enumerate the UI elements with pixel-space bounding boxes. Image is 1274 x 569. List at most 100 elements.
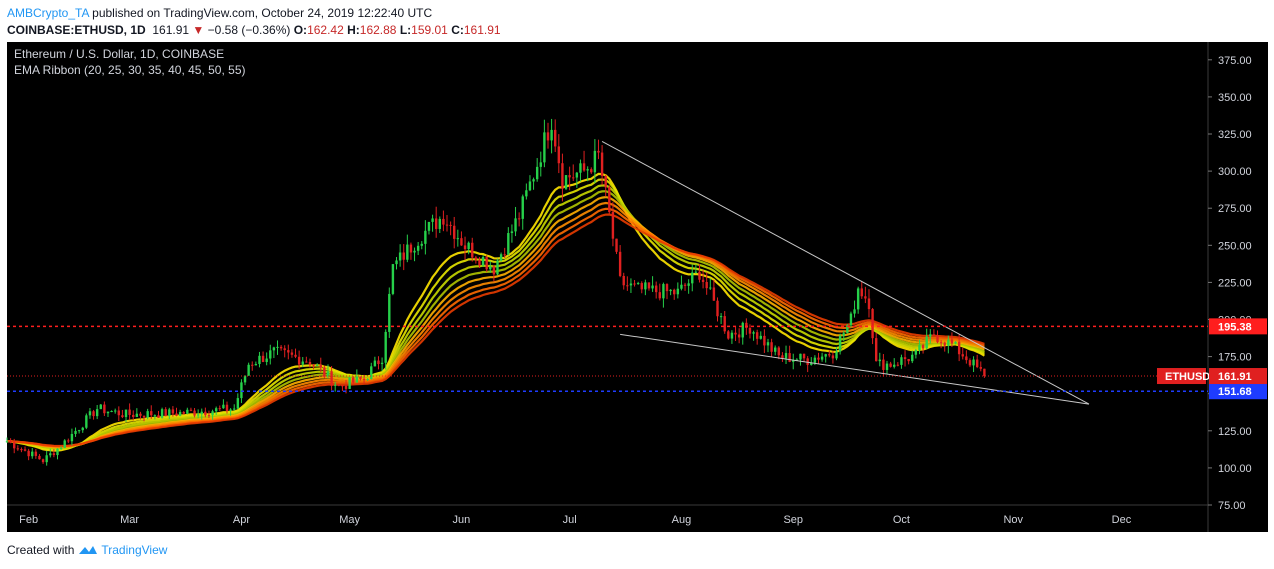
trendline[interactable] [620, 333, 1090, 405]
candle-body [788, 353, 791, 362]
candle-body [160, 409, 164, 418]
candle-body [132, 414, 135, 417]
plot-area[interactable] [7, 42, 1208, 505]
candle-body [67, 440, 70, 442]
price-axis[interactable] [1208, 42, 1268, 532]
candle-body [730, 332, 734, 339]
y-tick-label: 300.00 [1218, 166, 1252, 178]
candle-body [590, 169, 593, 173]
x-tick-label: Oct [893, 514, 910, 526]
candle-body [265, 358, 268, 363]
candle-body [716, 300, 719, 317]
y-tick-label: 325.00 [1218, 129, 1252, 141]
trendline[interactable] [601, 140, 1090, 405]
candle-body [23, 449, 27, 451]
candle-body [236, 398, 240, 409]
candle-body [460, 238, 463, 246]
candle-body [550, 129, 553, 141]
candle-body [95, 409, 99, 417]
y-tick-label: 175.00 [1218, 352, 1252, 364]
candle-body [582, 163, 586, 171]
candle-body [269, 350, 272, 359]
candle-body [719, 316, 723, 318]
candle-body [795, 359, 799, 361]
candle-body [763, 335, 766, 346]
candle-body [261, 355, 265, 363]
candle-body [110, 410, 113, 412]
candle-body [954, 341, 957, 344]
candle-body [633, 283, 636, 285]
candle-body [651, 285, 654, 289]
candle-body [489, 266, 492, 270]
candle-body [434, 218, 438, 229]
candle-body [229, 409, 232, 411]
author-link[interactable]: AMBCrypto_TA [7, 6, 89, 20]
candle-body [774, 347, 777, 352]
y-tick-label: 275.00 [1218, 203, 1252, 215]
candle-body [326, 371, 330, 377]
candle-body [258, 355, 261, 364]
open-value: 162.42 [307, 23, 344, 37]
candle-body [207, 415, 211, 417]
candle-body [831, 355, 835, 359]
candle-body [918, 345, 921, 351]
last-price-tag-label: 161.91 [1218, 371, 1252, 383]
candle-body [384, 331, 387, 363]
candle-body [929, 334, 932, 337]
candle-body [189, 409, 193, 411]
candle-body [972, 359, 975, 366]
candle-body [604, 176, 607, 188]
candle-body [709, 287, 712, 289]
candle-body [341, 385, 344, 387]
candle-body [427, 221, 431, 231]
candle-body [947, 339, 950, 346]
candle-body [344, 385, 348, 389]
candle-body [200, 411, 203, 415]
level-price-label: 195.38 [1218, 321, 1252, 333]
candle-body [467, 242, 470, 250]
candle-body [121, 415, 124, 418]
candle-body [225, 404, 229, 411]
candle-body [777, 347, 781, 356]
candle-body [355, 376, 359, 383]
candle-body [142, 415, 146, 418]
level-price-tag [1209, 318, 1267, 335]
candle-body [442, 218, 445, 225]
candle-body [921, 345, 925, 349]
candle-body [359, 376, 362, 379]
candle-body [712, 287, 716, 301]
candle-body [878, 359, 882, 362]
candle-body [521, 196, 524, 219]
candle-body [640, 283, 643, 290]
candle-body [5, 441, 9, 443]
candle-body [272, 347, 276, 351]
candle-body [517, 218, 521, 220]
candle-body [474, 257, 478, 260]
candle-body [38, 455, 41, 460]
candle-body [701, 279, 705, 283]
candle-body [88, 411, 92, 416]
candle-body [680, 284, 683, 289]
candle-body [106, 411, 110, 414]
candle-body [579, 163, 582, 173]
candle-body [333, 384, 337, 386]
candle-body [20, 449, 23, 451]
candle-body [77, 430, 81, 432]
candle-body [658, 292, 661, 299]
down-arrow-icon: ▼ [192, 23, 205, 37]
candle-body [734, 332, 737, 335]
candle-body [196, 414, 200, 416]
candle-body [860, 288, 863, 297]
x-tick-label: Jun [453, 514, 471, 526]
candle-body [644, 282, 647, 290]
candle-body [597, 150, 600, 153]
last-price-tag [1209, 368, 1267, 385]
tradingview-brand[interactable]: TradingView [78, 543, 167, 557]
time-axis[interactable] [7, 505, 1208, 532]
candle-body [150, 411, 153, 416]
candle-body [204, 411, 207, 416]
candle-body [770, 342, 773, 352]
candle-body [842, 333, 845, 336]
candle-body [525, 190, 528, 197]
